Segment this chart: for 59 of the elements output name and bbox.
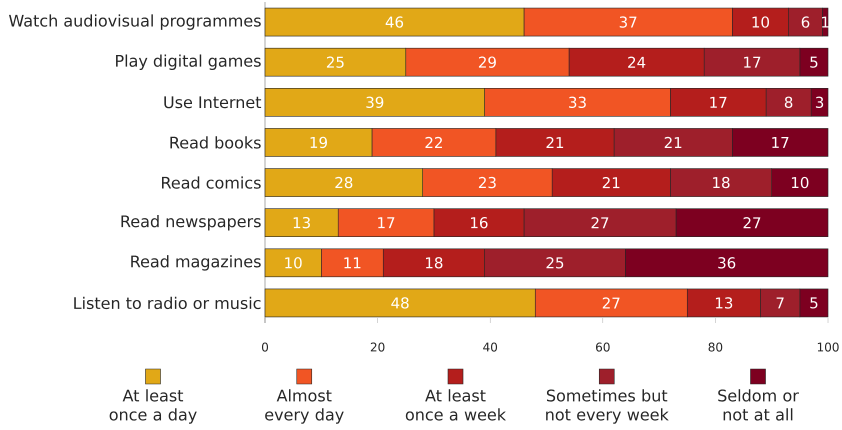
data-label: 22 [425,136,442,148]
data-label: 13 [294,217,310,228]
data-label: 27 [744,217,760,228]
data-label: 17 [378,217,394,228]
data-label: 1 [822,16,829,28]
data-label: 18 [713,176,730,188]
x-tick-label: 20 [370,342,384,352]
data-label: 5 [810,297,818,309]
data-label: 37 [620,16,636,28]
data-label: 10 [285,257,302,268]
x-tick-label: 40 [483,342,498,352]
data-label: 19 [310,136,327,148]
data-label: 10 [792,176,808,188]
data-label: 24 [628,56,646,68]
data-label: 5 [810,56,818,68]
y-tick-label: Read newspapers [121,214,261,230]
data-label: 48 [391,297,409,309]
y-tick-label: Use Internet [164,96,262,108]
data-label: 46 [386,16,404,28]
x-tick-label: 60 [596,342,610,352]
legend-label: Sometimes but not every week [546,389,669,424]
legend-label: At least once a day [110,389,197,424]
data-label: 21 [546,136,564,148]
data-label: 3 [816,96,824,108]
data-label: 23 [478,176,496,188]
y-tick-label: Read magazines [131,255,261,271]
data-label: 10 [752,16,769,28]
data-label: 17 [772,136,788,148]
y-tick-label: Play digital games [116,54,261,70]
data-label: 36 [718,257,736,268]
data-label: 6 [802,16,810,28]
data-label: 21 [602,176,620,188]
legend-label: Seldom or not at all [718,389,799,421]
data-label: 25 [546,257,564,268]
data-label: 33 [569,96,586,108]
data-label: 7 [776,297,784,308]
data-label: 11 [344,257,360,268]
y-tick-label: Watch audiovisual programmes [8,14,261,30]
x-tick-label: 100 [818,342,839,352]
x-tick-label: 80 [708,342,722,352]
data-label: 39 [366,96,384,108]
y-tick-label: Read books [170,136,261,149]
data-label: 21 [664,136,682,148]
x-tick-label: 0 [262,342,268,352]
data-label: 17 [744,56,760,68]
y-tick-label: Listen to radio or music [74,296,260,310]
legend-label: At least once a week [406,389,506,421]
data-label: 25 [326,56,344,68]
y-tick-label: Read comics [162,176,261,189]
legend-label: Almost every day [265,389,344,424]
data-label: 8 [784,96,792,108]
data-label: 16 [471,217,488,228]
data-label: 29 [478,56,496,68]
data-label: 28 [335,176,352,188]
data-label: 18 [426,257,442,268]
data-label: 27 [592,217,608,228]
data-label: 17 [710,96,726,108]
data-label: 13 [716,297,732,309]
data-label: 27 [602,297,620,309]
